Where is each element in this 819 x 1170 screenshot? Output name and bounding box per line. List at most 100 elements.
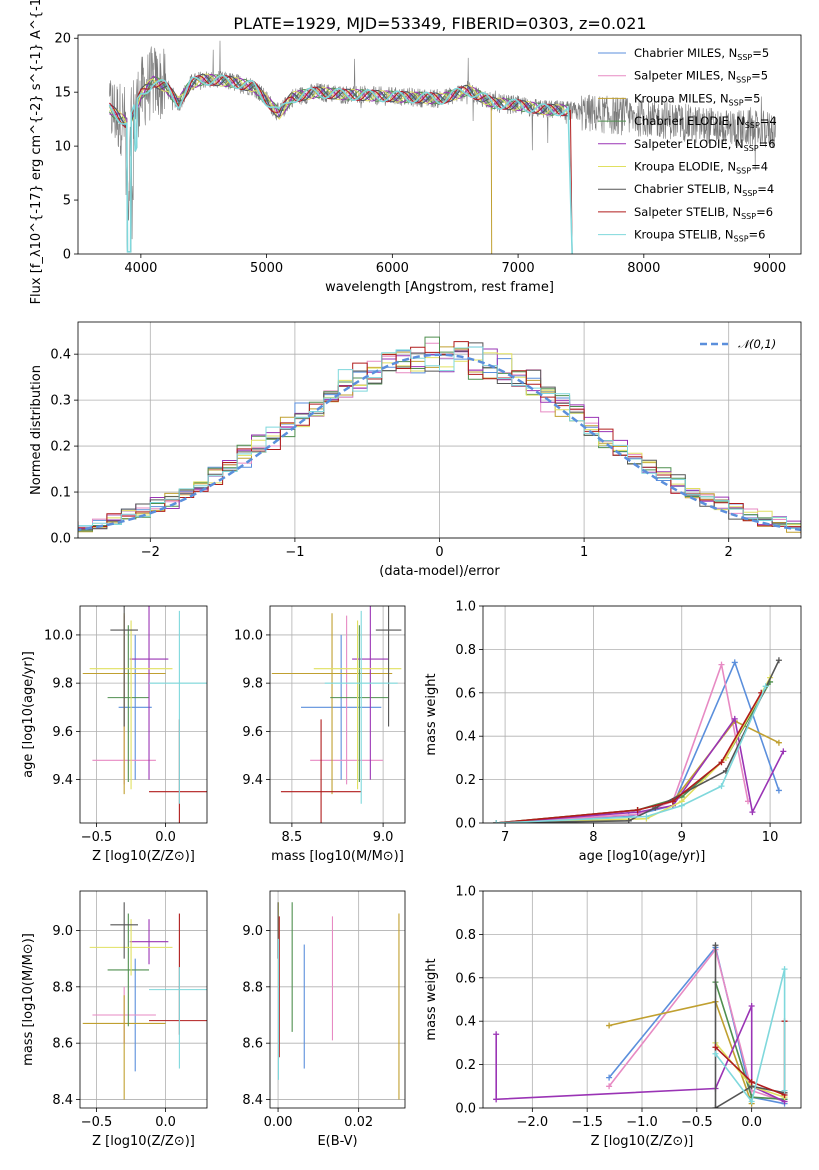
- spectrum-plot-area: [108, 40, 776, 254]
- age-vs-mass-plot-area: [271, 606, 402, 823]
- y-tick-label: 8.8: [242, 980, 263, 995]
- x-tick-label: −1: [285, 545, 304, 560]
- mass-weight-marker: [718, 661, 725, 668]
- legend-entry: Chabrier STELIB, NSSP=4: [634, 182, 774, 198]
- mass-weight-marker: [762, 683, 769, 690]
- mass-vs-ebv-axes: 0.00 0.02 8.4 8.6 8.8 9.0 E(B-V): [242, 890, 406, 1149]
- mass-weight-vs-age-axes: 7 8 9 10 0.0 0.2 0.4 0.6 0.8 1.0 age [log10(age/yr…: [424, 600, 802, 864]
- x-axis-label: E(B-V): [317, 1134, 357, 1149]
- gaussian-curve: [78, 353, 801, 532]
- age-vs-z-frame: [79, 605, 208, 824]
- y-tick-label: 9.4: [52, 773, 73, 788]
- y-tick-label: 10.0: [44, 628, 73, 643]
- x-tick-label: 0: [435, 545, 443, 560]
- y-tick-label: 8.4: [242, 1093, 263, 1108]
- spectrum-frame: [77, 34, 802, 255]
- legend-entry: Salpeter MILES, NSSP=5: [634, 69, 768, 85]
- figure-title: PLATE=1929, MJD=53349, FIBERID=0303, z=0…: [233, 14, 646, 33]
- mass-weight-marker: [748, 1003, 755, 1010]
- mass-weight-track: [496, 661, 749, 823]
- y-tick-label: 0: [63, 248, 71, 263]
- y-tick-label: 0.0: [455, 817, 476, 832]
- y-tick-label: 20: [54, 32, 71, 47]
- y-tick-label: 9.8: [242, 677, 263, 692]
- mass-weight-vs-z-plot-area: [493, 942, 788, 1108]
- y-tick-label: 8.4: [52, 1093, 73, 1108]
- y-tick-label: 1.0: [455, 885, 476, 900]
- x-tick-label: −1.5: [571, 1115, 603, 1130]
- x-tick-label: 4000: [124, 261, 157, 276]
- legend-entry: Chabrier MILES, NSSP=5: [634, 46, 769, 62]
- x-tick-label: −0.5: [81, 1115, 113, 1130]
- model-spectrum: [109, 74, 569, 253]
- y-tick-label: 0.6: [455, 686, 476, 701]
- observed-spectrum: [109, 40, 776, 240]
- x-tick-label: 9000: [753, 261, 786, 276]
- y-tick-label: 5: [63, 194, 71, 209]
- x-tick-label: 9: [678, 830, 686, 845]
- y-axis-label: mass weight: [424, 673, 439, 755]
- x-tick-label: 2: [725, 545, 733, 560]
- plots-container: 4000 5000 6000 7000 8000 900005101520waveleng…: [21, 0, 802, 1149]
- mass-weight-track: [714, 968, 786, 1104]
- residual-histogram-frame: [77, 321, 802, 539]
- x-tick-label: 7000: [502, 261, 535, 276]
- x-tick-label: 6000: [376, 261, 409, 276]
- mass-weight-track: [496, 692, 762, 823]
- y-tick-label: 9.4: [242, 773, 263, 788]
- y-tick-label: 0.8: [455, 643, 476, 658]
- residual-histogram-step: [78, 346, 801, 533]
- mass-weight-marker: [775, 787, 782, 794]
- y-tick-label: 9.0: [242, 924, 263, 939]
- age-vs-z-plot-area: [82, 606, 207, 823]
- mass-weight-marker: [775, 739, 782, 746]
- y-tick-label: 0.8: [455, 928, 476, 943]
- y-axis-label: Flux [f_λ10^{-17} erg cm^{-2} s^{-1} A^{…: [29, 0, 44, 304]
- mass-vs-ebv-frame: [269, 890, 406, 1109]
- x-tick-label: 8000: [627, 261, 660, 276]
- mass-weight-marker: [775, 657, 782, 664]
- mass-weight-marker: [493, 820, 500, 823]
- y-axis-label: age [log10(age/yr)]: [21, 651, 36, 778]
- mass-weight-track: [714, 945, 785, 1108]
- x-tick-label: 5000: [250, 261, 283, 276]
- y-tick-label: 9.6: [242, 725, 263, 740]
- mass-vs-z-plot-area: [82, 902, 207, 1100]
- y-axis-label: mass [log10(M/M⊙)]: [21, 933, 36, 1066]
- legend-entry: Kroupa MILES, NSSP=5: [634, 91, 760, 107]
- residual-histogram-plot-area: [78, 336, 801, 535]
- mass-weight-marker: [712, 942, 719, 949]
- x-axis-label: Z [log10(Z/Z⊙)]: [591, 1134, 694, 1149]
- y-tick-label: 1.0: [455, 600, 476, 615]
- mass-weight-marker: [712, 1105, 719, 1108]
- mass-weight-marker: [634, 806, 641, 813]
- y-tick-label: 0.4: [455, 730, 476, 745]
- mass-weight-vs-age-frame: [482, 605, 802, 824]
- y-tick-label: 15: [54, 86, 71, 101]
- age-vs-mass-axes: 8.5 9.0 9.4 9.6 9.8 10.0 mass [log10(M/M⊙)]: [234, 605, 406, 864]
- y-tick-label: 9.0: [52, 924, 73, 939]
- x-axis-label: mass [log10(M/M⊙)]: [271, 849, 404, 864]
- y-axis-label: Normed distribution: [29, 365, 44, 495]
- y-tick-label: 9.6: [52, 725, 73, 740]
- y-tick-label: 10.0: [234, 628, 263, 643]
- y-tick-label: 0.2: [455, 1058, 476, 1073]
- mass-weight-marker: [712, 1044, 719, 1051]
- x-tick-label: −1.0: [626, 1115, 658, 1130]
- y-axis-label: mass weight: [424, 958, 439, 1040]
- mass-weight-vs-z-axes: −2.0 −1.5 −1.0 −0.5 0.0 0.0 0.2 0.4 0.6 0.8 1.0 Z […: [424, 885, 802, 1149]
- x-tick-label: −0.5: [81, 830, 113, 845]
- x-axis-label: Z [log10(Z/Z⊙)]: [92, 1134, 195, 1149]
- mass-weight-marker: [781, 966, 788, 973]
- residual-histogram-step: [78, 342, 801, 533]
- x-tick-label: −0.5: [681, 1115, 713, 1130]
- y-tick-label: 0.1: [50, 486, 71, 501]
- x-tick-label: 9.0: [373, 830, 394, 845]
- mass-weight-marker: [493, 1031, 500, 1038]
- y-tick-label: 0.0: [50, 532, 71, 547]
- y-tick-label: 10: [54, 140, 71, 155]
- mass-weight-marker: [781, 1087, 788, 1094]
- x-tick-label: −2.0: [517, 1115, 549, 1130]
- x-tick-label: 10: [762, 830, 779, 845]
